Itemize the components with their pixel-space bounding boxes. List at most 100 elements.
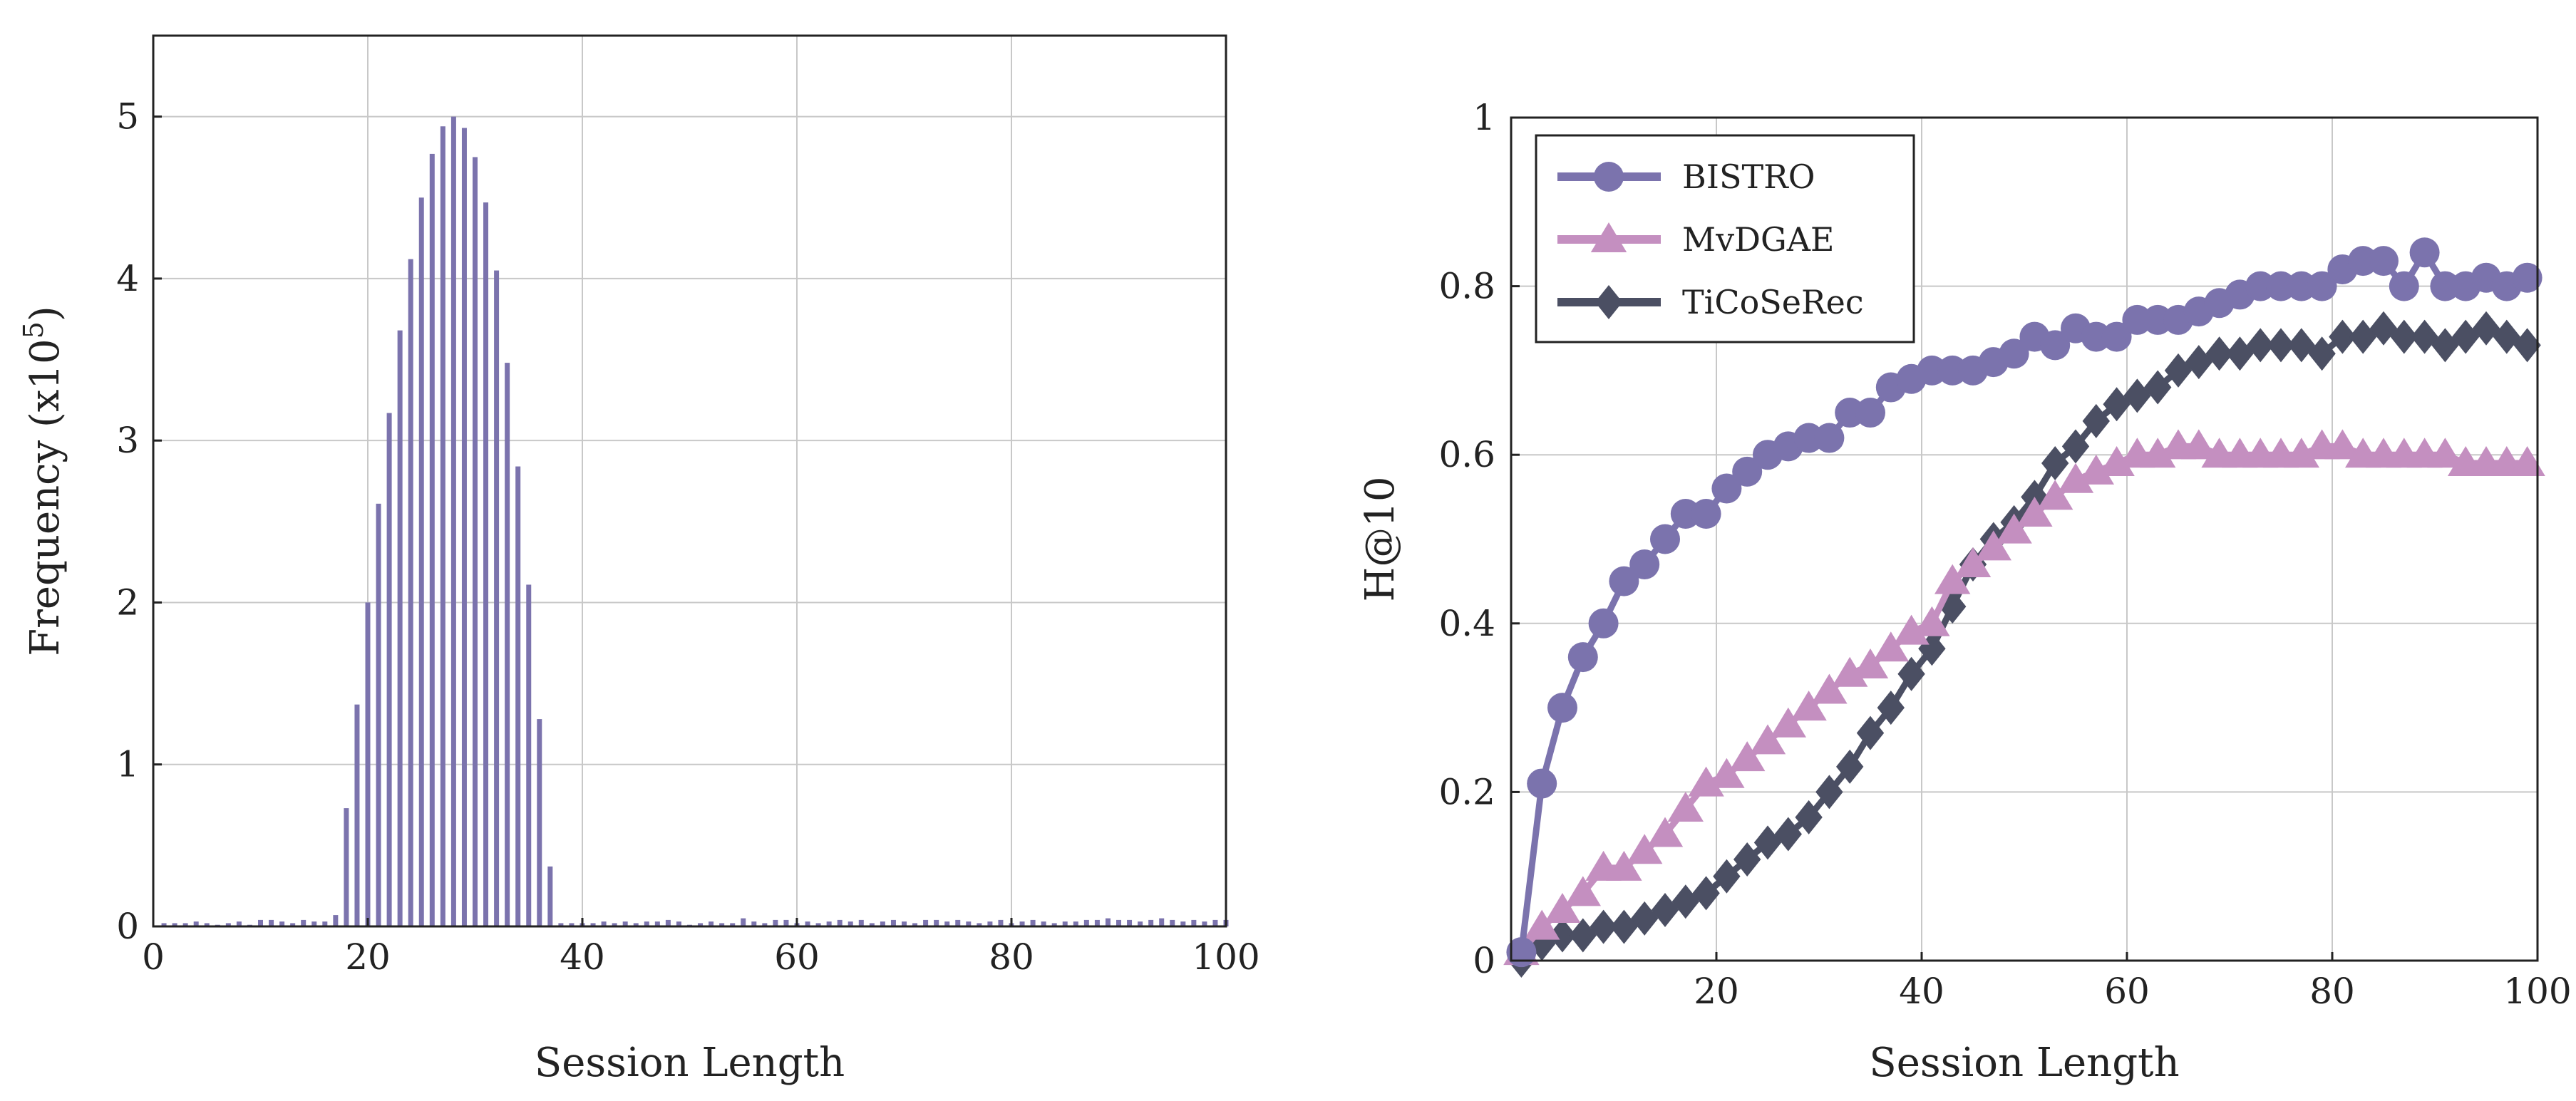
frequency-bar: [751, 921, 757, 926]
frequency-bar: [1041, 921, 1046, 926]
frequency-bar: [429, 153, 435, 927]
frequency-bar: [408, 259, 413, 926]
left-gridlines: [153, 36, 1227, 927]
frequency-bar: [654, 921, 660, 926]
frequency-bar: [858, 919, 864, 926]
data-point-ticoserec: [1569, 918, 1597, 953]
data-point-ticoserec: [2185, 345, 2212, 380]
frequency-bar: [1094, 919, 1100, 926]
frequency-bar: [365, 602, 371, 926]
h10-series: [1503, 237, 2545, 978]
frequency-bar: [418, 197, 424, 927]
left-y-tick-label: 4: [116, 258, 139, 299]
frequency-bar: [890, 919, 896, 926]
frequency-bar: [1202, 921, 1207, 926]
frequency-bar: [934, 919, 939, 926]
data-point-bistro: [2081, 321, 2111, 352]
data-point-mvdgae: [2324, 429, 2361, 460]
data-point-mvdgae: [1688, 766, 1724, 797]
data-point-mvdgae: [1811, 673, 1848, 704]
frequency-bar: [612, 923, 617, 926]
right-x-axis-label: Session Length: [1869, 1040, 2179, 1086]
data-point-mvdgae: [2016, 497, 2053, 527]
frequency-bar: [805, 921, 810, 926]
frequency-bar: [955, 919, 961, 926]
data-point-ticoserec: [2287, 328, 2315, 363]
frequency-bar: [869, 923, 875, 926]
data-point-mvdgae: [1565, 876, 1601, 906]
data-point-bistro: [1835, 398, 1865, 428]
data-point-ticoserec: [2247, 328, 2274, 363]
left-y-tick-label: 5: [116, 96, 139, 138]
legend-label-mvdgae: MvDGAE: [1682, 220, 1835, 259]
frequency-bar: [847, 921, 853, 926]
data-point-bistro: [2143, 304, 2173, 335]
data-point-ticoserec: [2103, 387, 2131, 422]
frequency-bar: [826, 921, 832, 926]
frequency-bar: [912, 923, 918, 926]
frequency-bar: [987, 921, 993, 926]
data-point-ticoserec: [1671, 884, 1699, 919]
frequency-bar: [311, 921, 317, 926]
data-point-bistro: [1670, 499, 1701, 529]
frequency-bar: [709, 921, 714, 926]
data-point-mvdgae: [1893, 614, 1930, 645]
data-point-bistro: [1937, 355, 1968, 386]
right-plot-frame: [1510, 116, 2539, 962]
data-point-ticoserec: [2308, 336, 2336, 371]
data-point-ticoserec: [1774, 817, 1802, 852]
data-point-ticoserec: [2226, 336, 2254, 371]
right-x-tick-label: 80: [2309, 971, 2355, 1012]
data-point-bistro: [2430, 271, 2461, 301]
data-point-mvdgae: [1954, 547, 1992, 577]
data-point-ticoserec: [1548, 918, 1577, 953]
frequency-bar: [558, 923, 564, 926]
legend: BISTRO MvDGAE TiCoSeRec: [1535, 134, 1915, 343]
h10-line-chart: 20 40 60 80 100 0 0.2 0.4 0.6 0.8 1 Session Length…: [1357, 97, 2572, 1086]
data-point-bistro: [2245, 271, 2276, 301]
right-tick-labels: 20 40 60 80 100 0 0.2 0.4 0.6 0.8 1: [1438, 97, 2571, 1012]
frequency-bar: [1148, 919, 1154, 926]
data-point-bistro: [1732, 456, 1763, 487]
right-x-tick-label: 60: [2104, 971, 2150, 1012]
frequency-bar: [1030, 919, 1036, 926]
frequency-bar: [569, 923, 575, 926]
frequency-bar: [1138, 921, 1143, 926]
data-point-ticoserec: [2144, 370, 2172, 405]
frequency-bar: [193, 921, 199, 926]
left-y-axis-label-exponent: 5: [18, 321, 49, 338]
left-y-axis-label: Frequency (x105): [18, 306, 68, 656]
frequency-bar: [902, 921, 907, 926]
left-tick-labels: 0 20 40 60 80 100 0 1 2 3 4 5: [116, 96, 1260, 978]
data-point-ticoserec: [2493, 319, 2520, 354]
frequency-bar: [1073, 921, 1078, 926]
data-point-bistro: [2101, 321, 2132, 352]
left-y-tick-label: 2: [116, 581, 139, 623]
data-point-mvdgae: [2140, 438, 2176, 468]
data-point-mvdgae: [2098, 446, 2135, 477]
data-point-ticoserec: [2123, 378, 2151, 413]
frequency-bar: [1019, 921, 1025, 926]
series-mvdgae: [1503, 429, 2545, 966]
frequency-bar: [397, 330, 403, 926]
frequency-bar: [622, 921, 628, 926]
left-x-tick-label: 60: [774, 936, 820, 978]
data-point-mvdgae: [1606, 850, 1642, 881]
frequency-bar: [644, 921, 649, 926]
frequency-bar: [473, 157, 478, 926]
left-x-axis-label: Session Length: [535, 1040, 845, 1086]
frequency-bar: [880, 921, 885, 926]
data-point-mvdgae: [1872, 631, 1909, 662]
frequency-bar: [279, 921, 285, 926]
data-point-mvdgae: [1524, 909, 1560, 940]
frequency-bar: [998, 919, 1004, 926]
frequency-bar: [1051, 923, 1057, 926]
data-point-ticoserec: [1610, 909, 1638, 944]
data-point-ticoserec: [2061, 429, 2090, 464]
right-y-tick-label: 0: [1473, 940, 1495, 981]
data-point-mvdgae: [1975, 530, 2011, 561]
right-y-axis-label: H@10: [1357, 476, 1403, 601]
left-y-tick-label: 3: [116, 420, 139, 461]
data-point-bistro: [1567, 642, 1598, 673]
left-x-tick-label: 40: [560, 936, 605, 978]
